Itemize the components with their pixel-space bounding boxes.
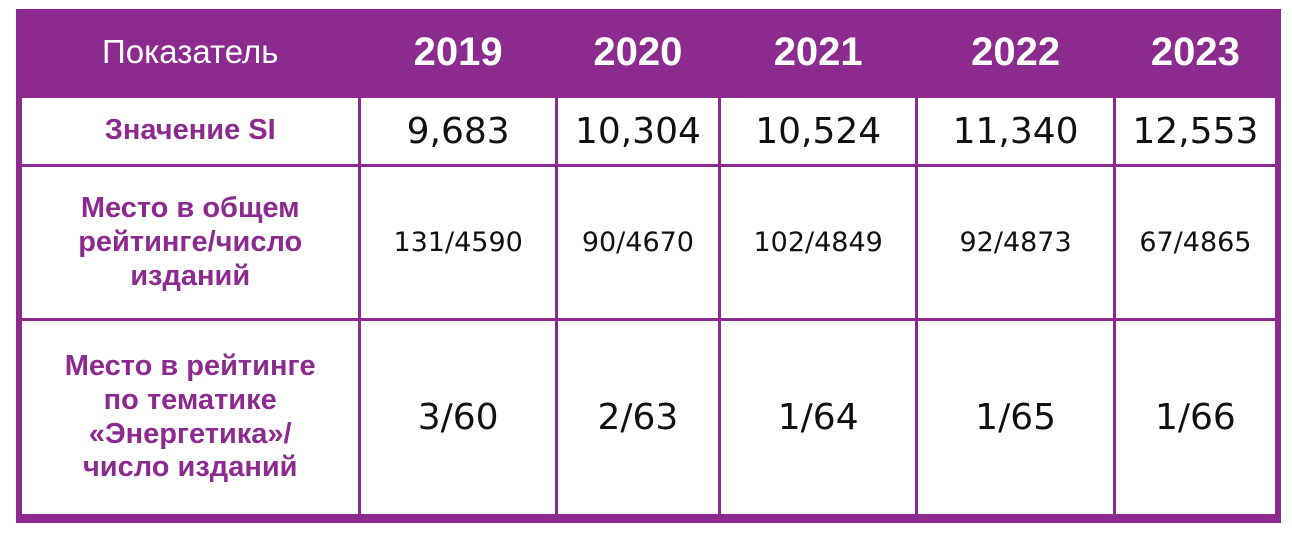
- table-cell: 10,524: [720, 98, 916, 165]
- table-cell: 90/4670: [557, 167, 718, 319]
- table-cell: 67/4865: [1115, 167, 1275, 319]
- row-label-line: число изданий: [82, 451, 298, 484]
- table-cell: 9,683: [361, 98, 555, 165]
- row-label-energy-rank: Место в рейтинге по тематике «Энергетика…: [22, 321, 359, 514]
- indicator-table-container: Показатель 2019 2020 2021 2022 2023 Знач…: [16, 9, 1281, 523]
- header-year-2021: 2021: [720, 9, 916, 95]
- table-cell: 1/65: [918, 321, 1113, 514]
- header-year-2019: 2019: [361, 9, 555, 95]
- row-label-line: изданий: [130, 259, 251, 292]
- indicator-table: Показатель 2019 2020 2021 2022 2023 Знач…: [19, 6, 1278, 517]
- row-label-line: Место в общем: [80, 191, 300, 224]
- row-label-line: Значение SI: [104, 114, 276, 147]
- table-row-si-value: Значение SI 9,683 10,304 10,524 11,340 1…: [22, 98, 1275, 165]
- table-cell: 131/4590: [361, 167, 555, 319]
- table-row-energy-rank: Место в рейтинге по тематике «Энергетика…: [22, 321, 1275, 514]
- row-label-overall-rank: Место в общем рейтинге/число изданий: [22, 167, 359, 319]
- row-label-line: рейтинге/число: [78, 225, 303, 258]
- table-cell: 11,340: [918, 98, 1113, 165]
- table-cell: 12,553: [1115, 98, 1275, 165]
- table-cell: 1/64: [720, 321, 916, 514]
- table-cell: 10,304: [557, 98, 718, 165]
- row-label-si-value: Значение SI: [22, 98, 359, 165]
- table-cell: 2/63: [557, 321, 718, 514]
- header-year-2023: 2023: [1115, 9, 1275, 95]
- header-indicator-label: Показатель: [22, 9, 359, 95]
- header-year-2022: 2022: [918, 9, 1113, 95]
- table-cell: 92/4873: [918, 167, 1113, 319]
- header-row: Показатель 2019 2020 2021 2022 2023: [22, 9, 1275, 95]
- table-row-overall-rank: Место в общем рейтинге/число изданий 131…: [22, 167, 1275, 319]
- table-cell: 102/4849: [720, 167, 916, 319]
- table-cell: 3/60: [361, 321, 555, 514]
- row-label-line: Место в рейтинге: [64, 349, 316, 382]
- table-cell: 1/66: [1115, 321, 1275, 514]
- header-year-2020: 2020: [557, 9, 718, 95]
- row-label-line: по тематике: [103, 383, 277, 416]
- row-label-line: «Энергетика»/: [88, 417, 292, 450]
